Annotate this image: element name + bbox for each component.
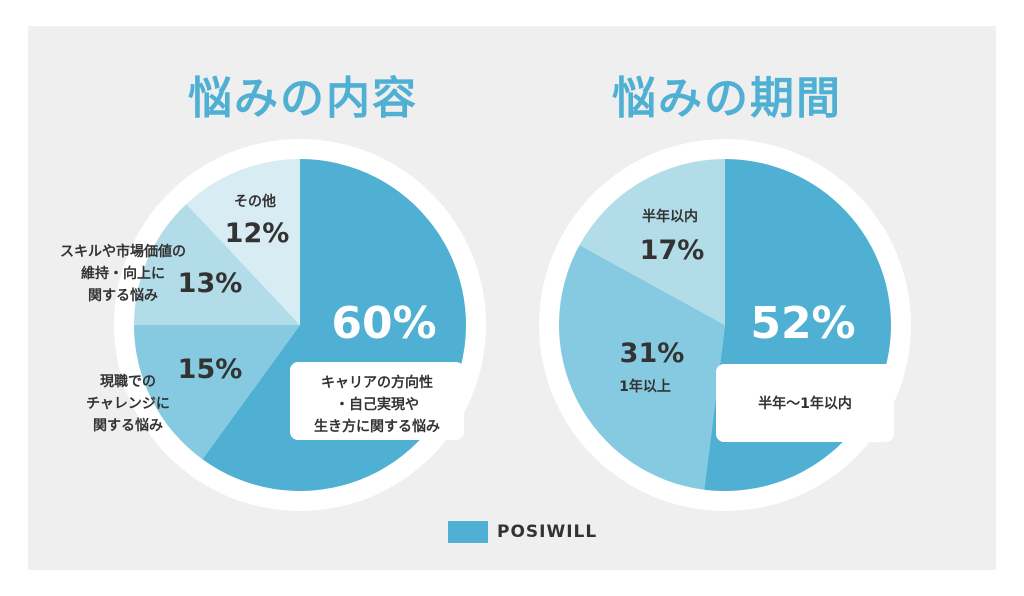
pie-1-slice-2 [579, 159, 725, 325]
posiwill-logo-text: POSIWILL [497, 522, 598, 542]
pie-0-slice-2 [134, 203, 300, 325]
pie-1-slice-1 [559, 245, 725, 490]
pie-1-category-label-2-line-0: 半年以内 [642, 208, 698, 225]
pie-0-category-label-1-line-2: 関する悩み [93, 417, 163, 434]
pie-1-pct-label-1: 31% [620, 338, 685, 369]
pie-0-category-label-3-line-0: その他 [234, 193, 276, 210]
pie-0-category-label-2-line-0: スキルや市場価値の [60, 243, 186, 260]
pie-0-category-label-0-line-1: ・自己実現や [335, 396, 419, 413]
pie-1-category-label-0-line-0: 半年〜1年以内 [758, 395, 852, 412]
pie-1-pct-label-2: 17% [640, 235, 705, 266]
pie-0-category-label-2-line-2: 関する悩み [88, 287, 158, 304]
chart-title-content: 悩みの内容 [188, 73, 418, 124]
pie-0-category-box [290, 362, 464, 440]
pie-0-slice-1 [134, 325, 300, 460]
pie-0-category-label-0-line-2: 生き方に関する悩み [314, 418, 440, 435]
pie-0-slice-3 [186, 159, 300, 325]
pie-0-pct-label-2: 13% [178, 268, 243, 299]
chart-title-duration: 悩みの期間 [612, 73, 842, 124]
pie-0-pct-label-3: 12% [225, 218, 290, 249]
pie-0-category-label-2-line-1: 維持・向上に [81, 265, 165, 282]
pie-1-pct-label-0: 52% [750, 298, 855, 349]
pie-0-category-label-1-line-1: チャレンジに [86, 396, 170, 412]
pie-1-category-box [716, 364, 894, 442]
posiwill-logo-mark [448, 521, 488, 543]
pie-0-category-label-0-line-0: キャリアの方向性 [321, 374, 433, 391]
pie-0-category-label-1-line-0: 現職での [100, 373, 156, 390]
pie-0-pct-label-0: 60% [331, 298, 436, 349]
pie-0-pct-label-1: 15% [178, 354, 243, 385]
pie-1-category-label-1-line-0: 1年以上 [619, 378, 671, 395]
